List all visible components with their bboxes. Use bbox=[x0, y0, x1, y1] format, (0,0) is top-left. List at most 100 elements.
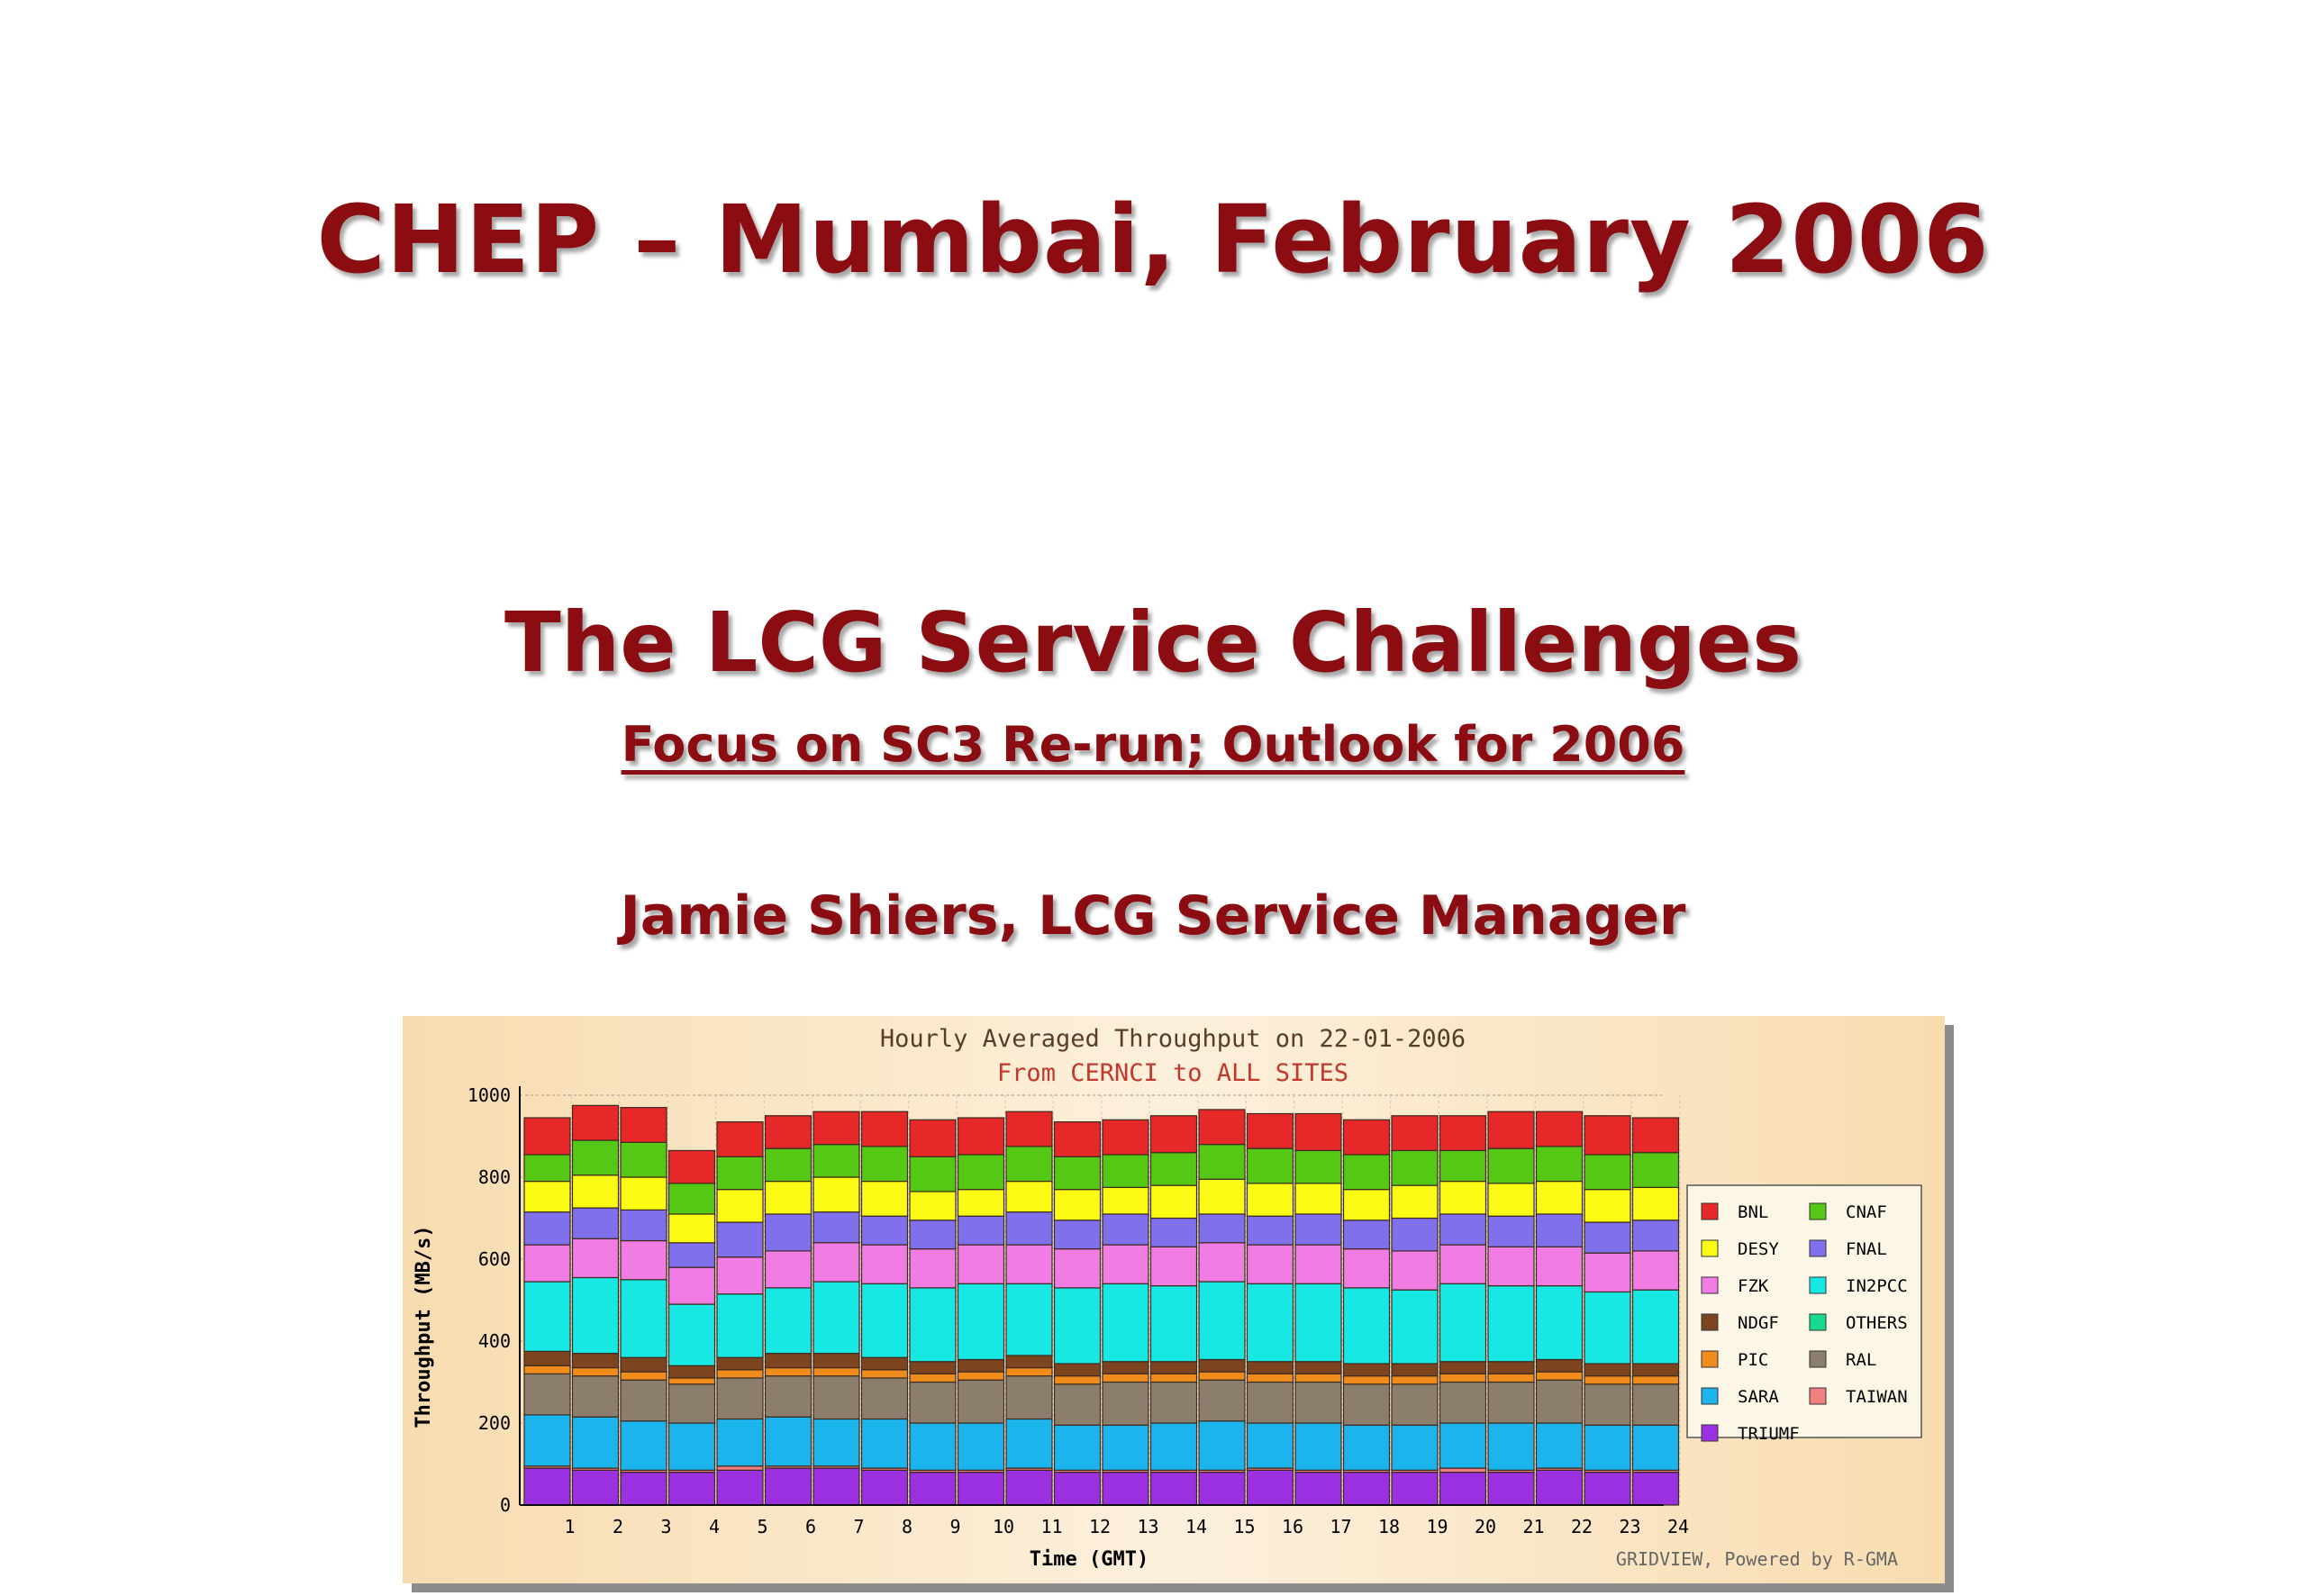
bar-segment-ndgf bbox=[667, 1365, 716, 1379]
legend-label-fnal: FNAL bbox=[1846, 1239, 1887, 1259]
x-tick-label: 3 bbox=[660, 1516, 671, 1537]
bar-segment-triumf bbox=[909, 1472, 957, 1506]
bar-segment-pic bbox=[1535, 1371, 1584, 1381]
bar-segment-bnl bbox=[957, 1117, 1005, 1156]
bar-segment-triumf bbox=[620, 1472, 667, 1506]
x-tick-label: 17 bbox=[1330, 1516, 1351, 1537]
bar-segment-bnl bbox=[1584, 1115, 1631, 1156]
bar-segment-desy bbox=[1198, 1178, 1246, 1215]
bar-segment-fzk bbox=[1294, 1244, 1342, 1284]
chart-credit: GRIDVIEW, Powered by R-GMA bbox=[1616, 1548, 1898, 1570]
y-tick-label: 800 bbox=[478, 1166, 511, 1188]
legend-label-ndgf: NDGF bbox=[1738, 1313, 1779, 1333]
bar-segment-bnl bbox=[1198, 1109, 1246, 1146]
bar-segment-pic bbox=[1294, 1373, 1342, 1383]
bar-segment-fnal bbox=[909, 1220, 957, 1250]
bar-segment-ndgf bbox=[1053, 1363, 1102, 1377]
bar-segment-fzk bbox=[620, 1239, 667, 1281]
x-tick-label: 15 bbox=[1233, 1516, 1255, 1537]
bar-segment-bnl bbox=[1342, 1119, 1391, 1156]
bar-segment-ndgf bbox=[1631, 1363, 1680, 1377]
bar-segment-desy bbox=[1584, 1189, 1631, 1223]
bar-segment-in2pcc bbox=[571, 1276, 620, 1355]
x-tick-label: 23 bbox=[1619, 1516, 1640, 1537]
y-tick-label: 1000 bbox=[468, 1084, 511, 1106]
bar-segment-desy bbox=[667, 1213, 716, 1244]
bar-segment-cnaf bbox=[523, 1154, 571, 1183]
bar-segment-sara bbox=[1294, 1422, 1342, 1471]
bar-segment-pic bbox=[1246, 1373, 1294, 1383]
bar-segment-cnaf bbox=[909, 1156, 957, 1192]
bar-segment-triumf bbox=[813, 1467, 860, 1506]
legend-label-others: OTHERS bbox=[1846, 1313, 1908, 1333]
bar-segment-fnal bbox=[571, 1207, 620, 1239]
x-tick-label: 11 bbox=[1040, 1516, 1062, 1537]
bar-segment-sara bbox=[1439, 1422, 1487, 1469]
bar-segment-ndgf bbox=[1294, 1361, 1342, 1374]
x-tick-label: 20 bbox=[1475, 1516, 1496, 1537]
bar-segment-ral bbox=[1053, 1383, 1102, 1426]
legend-swatch-cnaf bbox=[1809, 1202, 1827, 1220]
bar-segment-fnal bbox=[1053, 1220, 1102, 1250]
bar-segment-desy bbox=[909, 1191, 957, 1221]
bar-segment-fzk bbox=[860, 1244, 909, 1284]
bar-segment-pic bbox=[813, 1366, 860, 1377]
bar-segment-cnaf bbox=[1584, 1154, 1631, 1191]
bar-segment-triumf bbox=[957, 1472, 1005, 1506]
bar-segment-fnal bbox=[813, 1211, 860, 1244]
bar-segment-fzk bbox=[764, 1250, 813, 1289]
bar-segment-ral bbox=[1246, 1381, 1294, 1424]
bar-segment-ral bbox=[1149, 1381, 1198, 1424]
bar-segment-fnal bbox=[1584, 1221, 1631, 1254]
y-tick-label: 600 bbox=[478, 1248, 511, 1270]
bar-segment-pic bbox=[716, 1369, 764, 1379]
y-tick-label: 400 bbox=[478, 1330, 511, 1352]
bar-segment-ndgf bbox=[1584, 1363, 1631, 1377]
bar-segment-bnl bbox=[1149, 1115, 1198, 1154]
bar-segment-fnal bbox=[1439, 1213, 1487, 1246]
bar-segment-cnaf bbox=[1198, 1144, 1246, 1180]
bar-segment-pic bbox=[1439, 1373, 1487, 1383]
legend-swatch-desy bbox=[1701, 1239, 1719, 1257]
bar-segment-in2pcc bbox=[1149, 1284, 1198, 1363]
bar-segment-sara bbox=[667, 1422, 716, 1471]
legend-swatch-triumf bbox=[1701, 1424, 1719, 1442]
bar-segment-cnaf bbox=[1631, 1152, 1680, 1188]
bar-segment-ndgf bbox=[1149, 1361, 1198, 1374]
bar-segment-triumf bbox=[1535, 1469, 1584, 1506]
bar-segment-cnaf bbox=[716, 1156, 764, 1191]
bar-segment-fzk bbox=[1005, 1244, 1053, 1284]
bar-segment-pic bbox=[1487, 1373, 1535, 1383]
bar-segment-in2pcc bbox=[1102, 1283, 1149, 1363]
legend-swatch-taiwan bbox=[1809, 1387, 1827, 1405]
y-axis-label: Throughput (MB/s) bbox=[413, 1225, 435, 1428]
bar-segment-sara bbox=[860, 1418, 909, 1469]
bar-segment-fzk bbox=[1342, 1248, 1391, 1289]
bar-segment-fzk bbox=[1487, 1246, 1535, 1287]
bar-segment-ral bbox=[1439, 1381, 1487, 1424]
bar-segment-in2pcc bbox=[909, 1287, 957, 1363]
bar-segment-pic bbox=[909, 1373, 957, 1383]
x-tick-label: 14 bbox=[1185, 1516, 1207, 1537]
bar-segment-ndgf bbox=[813, 1353, 860, 1369]
legend-swatch-ral bbox=[1809, 1350, 1827, 1368]
bar-segment-desy bbox=[1246, 1183, 1294, 1217]
x-tick-label: 18 bbox=[1378, 1516, 1400, 1537]
bar-segment-bnl bbox=[860, 1111, 909, 1147]
bar-segment-ral bbox=[1102, 1381, 1149, 1426]
legend-label-cnaf: CNAF bbox=[1846, 1202, 1887, 1222]
legend-swatch-fnal bbox=[1809, 1239, 1827, 1257]
bar-segment-cnaf bbox=[1102, 1154, 1149, 1188]
bar-segment-ndgf bbox=[716, 1356, 764, 1371]
bar-segment-pic bbox=[620, 1371, 667, 1381]
bar-segment-fzk bbox=[957, 1244, 1005, 1284]
bar-segment-cnaf bbox=[571, 1139, 620, 1176]
legend-label-bnl: BNL bbox=[1738, 1202, 1768, 1222]
bar-segment-fzk bbox=[1535, 1246, 1584, 1287]
bar-segment-bnl bbox=[1535, 1111, 1584, 1147]
bar-segment-sara bbox=[716, 1418, 764, 1467]
bar-segment-ral bbox=[1487, 1381, 1535, 1424]
bar-segment-fzk bbox=[1053, 1248, 1102, 1289]
conference-title: CHEP – Mumbai, February 2006 bbox=[316, 185, 1990, 295]
